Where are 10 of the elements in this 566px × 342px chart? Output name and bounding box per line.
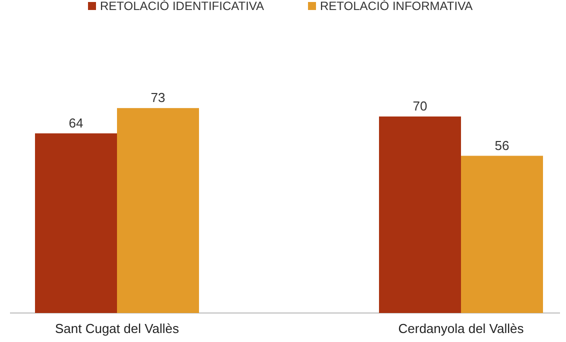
x-tick-label: Sant Cugat del Vallès bbox=[54, 321, 180, 336]
bar bbox=[35, 133, 117, 313]
data-label: 73 bbox=[150, 90, 166, 106]
data-label: 64 bbox=[68, 115, 84, 130]
bar bbox=[379, 116, 461, 313]
bar bbox=[461, 156, 543, 313]
data-label: 56 bbox=[494, 138, 510, 153]
bar bbox=[117, 108, 199, 313]
data-label: 70 bbox=[412, 98, 428, 114]
x-tick-label: Cerdanyola del Vallès bbox=[398, 321, 524, 336]
